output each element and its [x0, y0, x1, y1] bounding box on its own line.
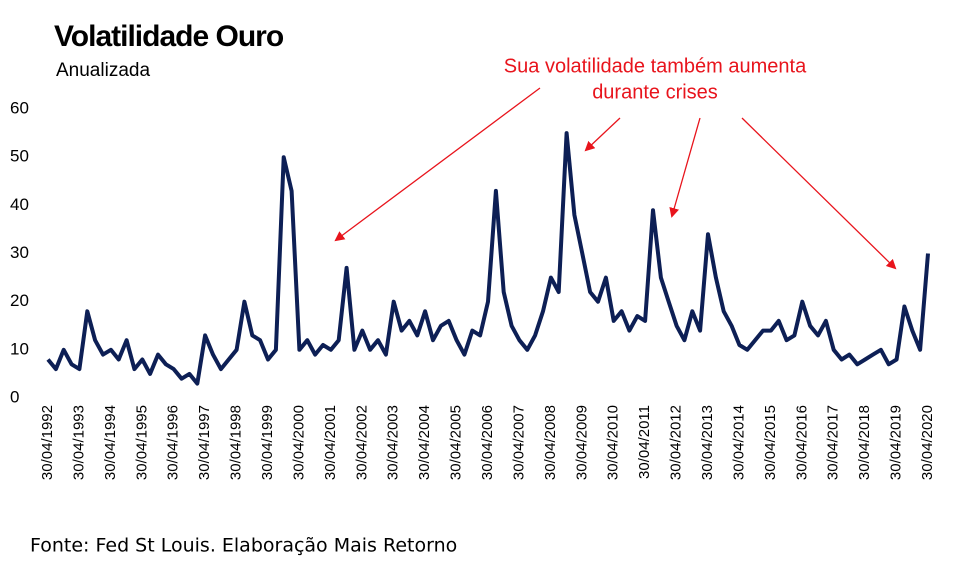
x-tick-label: 30/04/2019	[888, 405, 905, 480]
x-tick-label: 30/04/1998	[228, 405, 245, 480]
arrow	[741, 117, 897, 270]
y-tick-label: 0	[10, 387, 19, 406]
y-tick-label: 20	[10, 291, 29, 310]
x-tick-label: 30/04/2007	[510, 405, 527, 480]
line-series	[46, 131, 930, 386]
y-tick-label: 40	[10, 195, 29, 214]
x-tick-label: 30/04/2000	[290, 405, 307, 480]
x-tick-label: 30/04/1992	[39, 405, 56, 480]
y-tick-label: 30	[10, 243, 29, 262]
y-tick-label: 50	[10, 147, 29, 166]
x-tick-label: 30/04/2017	[825, 405, 842, 480]
x-tick-label: 30/04/2011	[636, 405, 653, 479]
x-tick-label: 30/04/2009	[573, 405, 590, 480]
y-tick-label: 10	[10, 339, 29, 358]
x-tick-label: 30/04/2008	[542, 405, 559, 480]
chart-subtitle: Anualizada	[56, 60, 150, 81]
annotation-arrows	[334, 87, 897, 270]
x-tick-label: 30/04/1996	[165, 405, 182, 480]
arrow	[584, 117, 621, 152]
chart-title: Volatilidade Ouro	[54, 20, 284, 53]
x-tick-label: 30/04/2003	[385, 405, 402, 480]
x-tick-label: 30/04/2015	[762, 405, 779, 480]
x-tick-label: 30/04/2014	[730, 405, 747, 480]
x-tick-label: 30/04/2016	[793, 405, 810, 480]
x-tick-label: 30/04/2005	[448, 405, 465, 480]
arrow	[669, 117, 701, 218]
x-tick-label: 30/04/2004	[416, 405, 433, 480]
x-tick-label: 30/04/1995	[133, 405, 150, 480]
x-tick-label: 30/04/2010	[605, 405, 622, 480]
annotation: durante crises	[592, 81, 718, 103]
source: Fonte: Fed St Louis. Elaboração Mais Ret…	[30, 535, 457, 557]
y-tick-label: 60	[10, 98, 29, 117]
x-tick-label: 30/04/2012	[668, 405, 685, 480]
x-tick-label: 30/04/2020	[919, 405, 936, 480]
x-tick-label: 30/04/1993	[70, 405, 87, 480]
annotation: Sua volatilidade também aumenta	[504, 55, 807, 77]
x-tick-label: 30/04/2001	[322, 405, 339, 480]
arrow	[334, 87, 541, 242]
x-tick-label: 30/04/2006	[479, 405, 496, 480]
x-tick-label: 30/04/1994	[102, 405, 119, 480]
x-tick-label: 30/04/2002	[353, 405, 370, 480]
x-tick-label: 30/04/2018	[856, 405, 873, 480]
x-tick-label: 30/04/1999	[259, 405, 276, 480]
x-tick-label: 30/04/2013	[699, 405, 716, 480]
x-tick-label: 30/04/1997	[196, 405, 213, 480]
